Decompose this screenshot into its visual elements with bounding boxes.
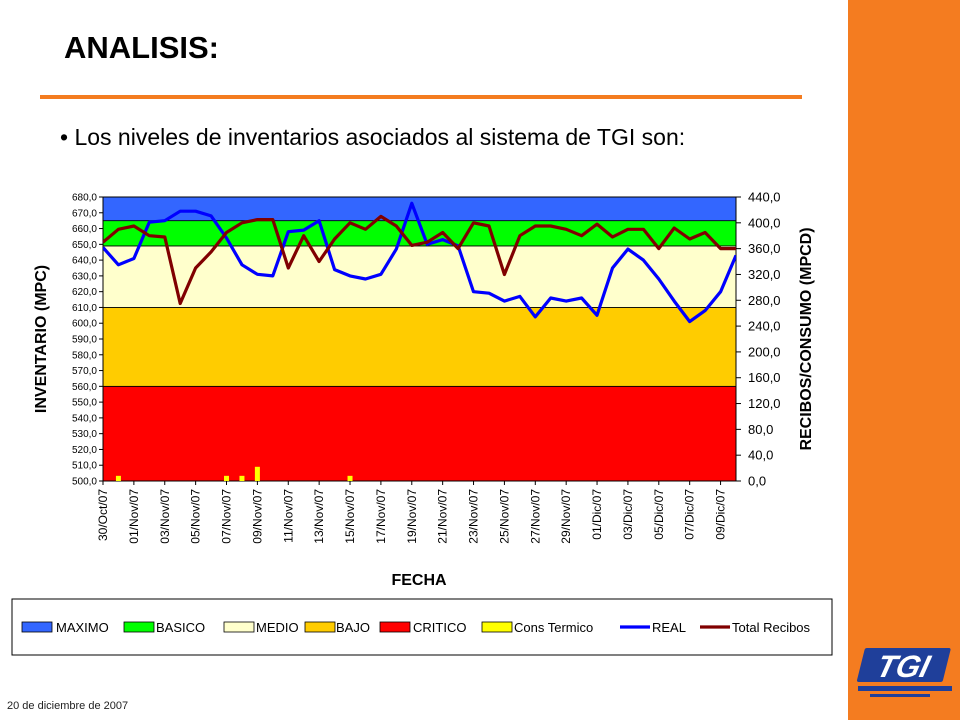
left-tick-label: 610,0 <box>72 303 97 314</box>
footer-date: 20 de diciembre de 2007 <box>7 700 129 712</box>
right-tick-label: 200,0 <box>748 344 781 359</box>
x-tick-label: 29/Nov/07 <box>559 489 573 544</box>
left-tick-label: 570,0 <box>72 366 97 377</box>
legend-label: CRITICO <box>413 620 466 635</box>
orange-sidebar <box>848 0 960 720</box>
legend-label: Cons Termico <box>514 620 593 635</box>
band-bajo <box>102 307 737 387</box>
right-tick-label: 440,0 <box>748 190 781 205</box>
legend-label: BAJO <box>336 620 370 635</box>
left-tick-label: 550,0 <box>72 398 97 409</box>
x-axis-title: FECHA <box>391 572 447 589</box>
x-tick-label: 17/Nov/07 <box>374 489 388 544</box>
legend-label: REAL <box>652 620 686 635</box>
right-tick-label: 240,0 <box>748 319 781 334</box>
bar-cons-termico <box>224 475 230 481</box>
tgi-logo-icon: TGI <box>856 648 952 697</box>
left-tick-label: 500,0 <box>72 477 97 488</box>
right-tick-label: 0,0 <box>748 474 766 489</box>
left-tick-label: 650,0 <box>72 240 97 251</box>
bar-cons-termico <box>347 475 353 481</box>
right-tick-label: 320,0 <box>748 267 781 282</box>
left-tick-label: 680,0 <box>72 193 97 204</box>
legend-swatch-basico <box>123 621 155 633</box>
x-tick-label: 09/Dic/07 <box>714 489 728 540</box>
left-tick-label: 630,0 <box>72 271 97 282</box>
x-tick-label: 27/Nov/07 <box>528 489 542 544</box>
right-tick-label: 280,0 <box>748 293 781 308</box>
legend-swatch-critico <box>379 621 411 633</box>
x-tick-label: 13/Nov/07 <box>312 489 326 544</box>
band-maximo <box>102 196 737 222</box>
left-tick-label: 530,0 <box>72 429 97 440</box>
right-tick-label: 40,0 <box>748 448 773 463</box>
x-tick-label: 11/Nov/07 <box>281 489 295 543</box>
legend-swatch-maximo <box>21 621 53 633</box>
x-tick-label: 25/Nov/07 <box>497 489 511 544</box>
slide-bullet: • Los niveles de inventarios asociados a… <box>60 124 686 150</box>
y-axis-title-right: RECIBOS/CONSUMO (MPCD) <box>798 227 815 450</box>
legend-label: MEDIO <box>256 620 299 635</box>
band-medio <box>102 245 737 308</box>
tgi-logo: TGI <box>852 644 958 702</box>
x-tick-label: 03/Dic/07 <box>621 489 635 540</box>
right-tick-label: 80,0 <box>748 422 773 437</box>
legend-swatch-bajo <box>304 621 336 633</box>
x-tick-label: 09/Nov/07 <box>250 489 264 544</box>
slide-title: ANALISIS: <box>64 30 219 65</box>
series-line-total-recibos <box>103 214 736 306</box>
x-tick-label: 07/Dic/07 <box>683 489 697 540</box>
legend-swatch-cons-termico <box>481 621 513 633</box>
x-tick-label: 30/Oct/07 <box>96 489 110 541</box>
left-tick-label: 640,0 <box>72 256 97 267</box>
x-tick-label: 05/Dic/07 <box>652 489 666 540</box>
x-tick-label: 23/Nov/07 <box>467 489 481 544</box>
left-tick-label: 600,0 <box>72 319 97 330</box>
x-tick-label: 21/Nov/07 <box>436 489 450 544</box>
left-tick-label: 660,0 <box>72 224 97 235</box>
title-rule <box>40 95 802 99</box>
right-tick-label: 160,0 <box>748 370 781 385</box>
y-axis-title-left: INVENTARIO (MPC) <box>33 265 50 413</box>
band-critico <box>102 385 737 482</box>
legend-label: MAXIMO <box>56 620 109 635</box>
x-tick-label: 07/Nov/07 <box>220 489 234 544</box>
x-tick-label: 19/Nov/07 <box>405 489 419 544</box>
left-tick-label: 620,0 <box>72 287 97 298</box>
right-tick-label: 400,0 <box>748 215 781 230</box>
legend-swatch-medio <box>223 621 255 633</box>
bar-cons-termico <box>115 475 121 481</box>
bar-cons-termico <box>254 466 260 481</box>
x-tick-label: 01/Nov/07 <box>127 489 141 544</box>
left-tick-label: 510,0 <box>72 461 97 472</box>
left-tick-label: 560,0 <box>72 382 97 393</box>
bar-cons-termico <box>239 475 245 481</box>
x-tick-label: 03/Nov/07 <box>158 489 172 544</box>
svg-text:TGI: TGI <box>873 649 934 683</box>
left-tick-label: 670,0 <box>72 208 97 219</box>
x-tick-label: 05/Nov/07 <box>189 489 203 544</box>
left-tick-label: 580,0 <box>72 350 97 361</box>
series-line-real <box>103 201 736 324</box>
legend-label: Total Recibos <box>732 620 811 635</box>
left-tick-label: 520,0 <box>72 445 97 456</box>
right-tick-label: 360,0 <box>748 241 781 256</box>
left-tick-label: 540,0 <box>72 413 97 424</box>
right-tick-label: 120,0 <box>748 396 781 411</box>
legend-label: BASICO <box>156 620 205 635</box>
inventory-chart: 500,0 510,0 520,0 530,0 540,0 550,0 560,0 570,0… <box>11 190 833 656</box>
left-tick-label: 590,0 <box>72 335 97 346</box>
x-tick-label: 15/Nov/07 <box>343 489 357 544</box>
x-tick-label: 01/Dic/07 <box>590 489 604 540</box>
